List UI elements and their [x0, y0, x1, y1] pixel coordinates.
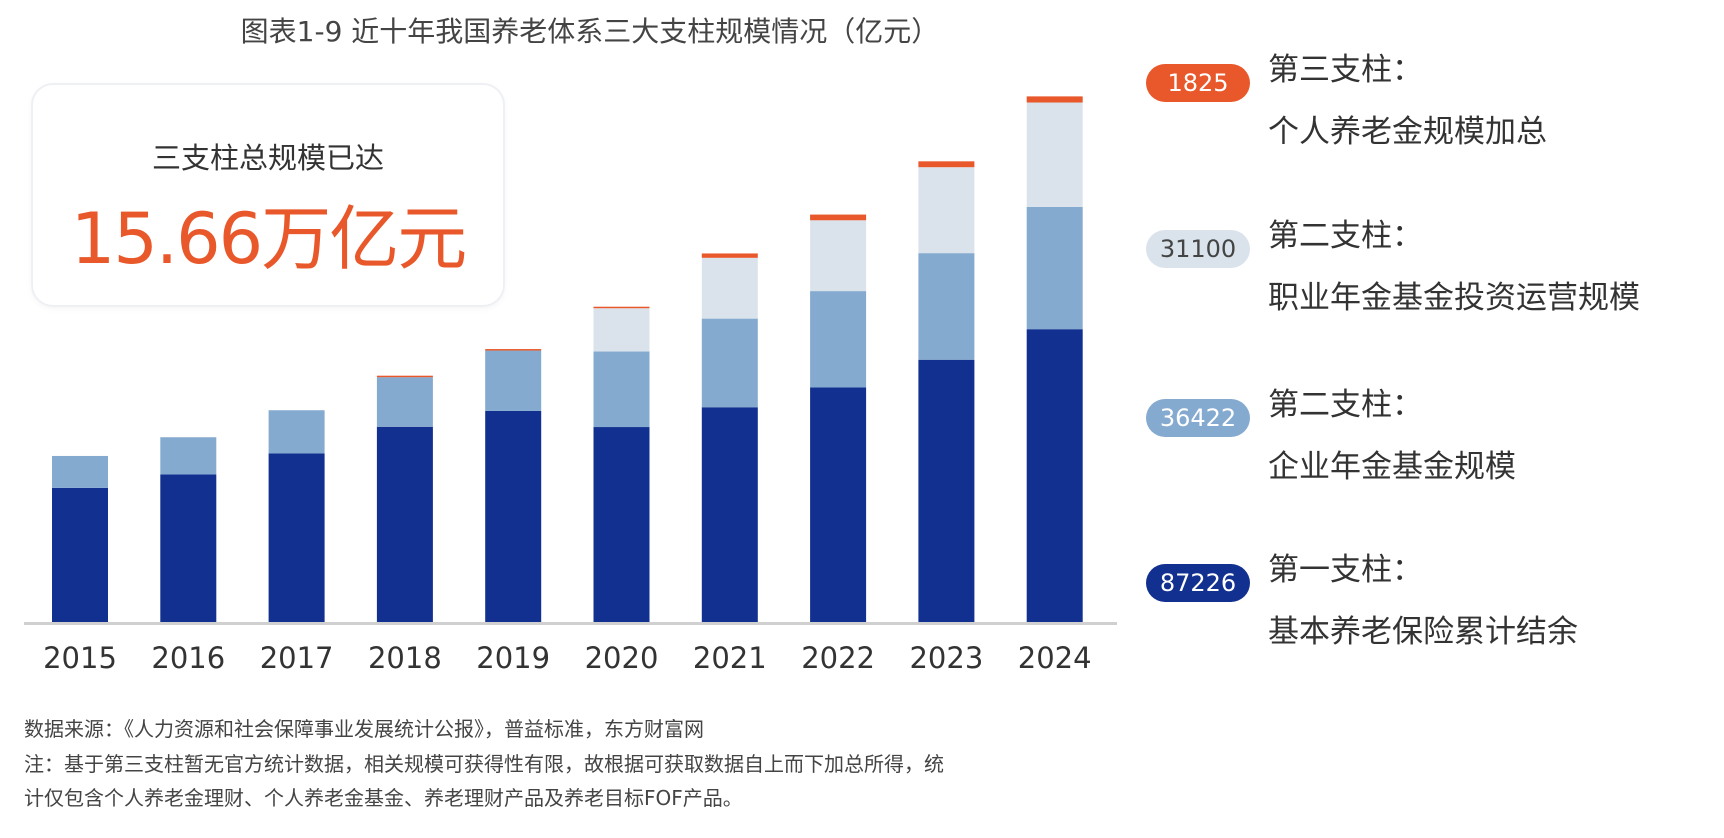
bar-segment-2022-s2	[810, 220, 867, 292]
x-tick-label: 2023	[909, 641, 983, 675]
bar-segment-2018-s0	[376, 426, 433, 622]
x-tick-label: 2019	[476, 641, 550, 675]
legend-desc: 企业年金基金规模	[1268, 449, 1516, 485]
x-tick-label: 2022	[801, 641, 875, 675]
bar-segment-2024-s3	[1026, 96, 1083, 103]
bar-segment-2019-s0	[485, 410, 542, 622]
bar-segment-2020-s0	[593, 427, 650, 622]
legend-title: 第一支柱：	[1268, 552, 1423, 588]
bar-segment-2017-s1	[268, 410, 325, 454]
bar-segment-2021-s0	[701, 407, 758, 622]
legend-title: 第三支柱：	[1268, 52, 1423, 88]
legend-value-pill: 87226	[1146, 564, 1250, 602]
highlight-label: 三支柱总规模已达	[151, 141, 384, 175]
x-tick-label: 2018	[368, 641, 442, 675]
bar-segment-2023-s3	[918, 161, 975, 168]
footnote-line-2: 计仅包含个人养老金理财、个人养老金基金、养老理财产品及养老目标FOF产品。	[24, 786, 743, 810]
legend-title: 第二支柱：	[1268, 387, 1423, 423]
legend-desc: 职业年金基金投资运营规模	[1268, 280, 1640, 316]
legend-desc: 个人养老金规模加总	[1268, 114, 1547, 150]
bar-segment-2017-s0	[268, 453, 325, 622]
bar-segment-2020-s1	[593, 351, 650, 428]
legend-value-pill: 36422	[1146, 399, 1250, 437]
bar-segment-2021-s1	[701, 318, 758, 408]
x-tick-label: 2021	[693, 641, 767, 675]
x-tick-label: 2020	[585, 641, 659, 675]
bar-segment-2015-s0	[52, 487, 108, 622]
bar-segment-2020-s2	[593, 308, 650, 352]
bar-segment-2024-s2	[1026, 102, 1083, 207]
bar-segment-2021-s3	[701, 253, 758, 258]
bar-segment-2016-s0	[160, 474, 217, 622]
bar-segment-2023-s1	[918, 253, 975, 360]
chart-title: 图表1-9 近十年我国养老体系三大支柱规模情况（亿元）	[240, 15, 940, 48]
footnote-line-1: 注：基于第三支柱暂无官方统计数据，相关规模可获得性有限，故根据可获取数据自上而下…	[24, 752, 944, 776]
x-tick-label: 2024	[1018, 641, 1092, 675]
bar-segment-2021-s2	[701, 257, 758, 319]
bar-segment-2024-s1	[1026, 206, 1083, 330]
bar-segment-2022-s0	[810, 387, 867, 622]
legend-title: 第二支柱：	[1268, 218, 1423, 254]
x-tick-label: 2016	[151, 641, 225, 675]
bar-segment-2022-s1	[810, 291, 867, 388]
source-note: 数据来源：《人力资源和社会保障事业发展统计公报》，普益标准，东方财富网	[24, 717, 704, 741]
x-tick-label: 2015	[43, 641, 117, 675]
legend-desc: 基本养老保险累计结余	[1268, 614, 1578, 650]
bar-segment-2016-s1	[160, 437, 217, 475]
bar-segment-2024-s0	[1026, 329, 1083, 622]
bar-segment-2015-s1	[52, 455, 108, 488]
bar-segment-2018-s3	[376, 375, 433, 378]
total-highlight-card: 三支柱总规模已达 15.66万亿元	[31, 83, 505, 307]
bar-segment-2022-s3	[810, 214, 867, 221]
legend-value-pill: 1825	[1146, 64, 1250, 102]
bar-segment-2019-s3	[485, 349, 542, 351]
bar-segment-2018-s1	[376, 377, 433, 427]
highlight-value: 15.66万亿元	[70, 198, 467, 280]
bar-segment-2019-s1	[485, 350, 542, 411]
bar-segment-2023-s2	[918, 167, 975, 254]
bar-segment-2023-s0	[918, 359, 975, 622]
legend-value-pill: 31100	[1146, 230, 1250, 268]
x-tick-label: 2017	[260, 641, 334, 675]
bar-segment-2020-s3	[593, 306, 650, 309]
